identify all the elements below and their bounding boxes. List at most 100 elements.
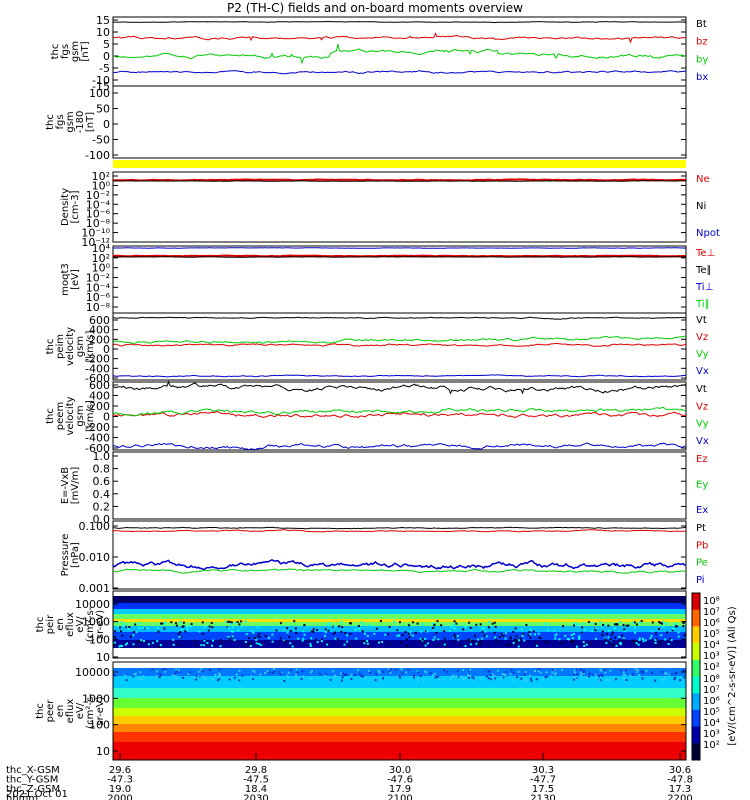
peir-speckle (514, 627, 517, 630)
x-row-label: thc_X-GSM (6, 765, 60, 776)
peir-speckle (421, 638, 424, 641)
peir-speckle (656, 644, 659, 647)
peir-speckle (332, 633, 335, 635)
peir-speckle (497, 641, 500, 643)
peer-speckle (350, 673, 353, 676)
peir-speckle (357, 625, 360, 627)
peer-speckle (574, 671, 577, 674)
peir-speckle (225, 620, 227, 623)
peer-speckle (505, 671, 507, 674)
peer-speckle (195, 678, 198, 681)
peer-speckle (539, 671, 542, 674)
peir-speckle (195, 643, 198, 646)
peir-speckle (248, 637, 251, 640)
peir-speckle (186, 626, 189, 629)
peer-speckle (538, 668, 541, 671)
peir-speckle (631, 621, 634, 624)
y-axis-label: [mV/m] (70, 467, 81, 505)
peer-speckle (609, 678, 612, 681)
peir-speckle (393, 620, 396, 623)
colorbar-segment (692, 609, 700, 627)
peer-speckle (216, 679, 219, 682)
peer-speckle (594, 674, 597, 677)
y-axis-label: fgs (55, 114, 66, 129)
peir-speckle (608, 629, 611, 632)
peir-speckle (424, 637, 427, 640)
peir-speckle (493, 631, 496, 634)
peir-speckle (206, 642, 209, 644)
x-row-label: thc_Z-GSM (6, 784, 60, 795)
x-tick-label: 18.4 (245, 784, 267, 795)
peer-band (113, 716, 686, 724)
peir-speckle (179, 631, 182, 634)
peir-band (113, 596, 686, 603)
peer-speckle (664, 676, 666, 679)
y-axis-label: velocity (65, 327, 76, 366)
peer-speckle (405, 671, 408, 674)
peir-speckle (255, 642, 258, 645)
peir-speckle (483, 634, 486, 637)
peir-speckle (288, 636, 291, 638)
peir-speckle (190, 623, 193, 625)
peir-speckle (638, 621, 641, 624)
peir-speckle (326, 628, 329, 631)
peer-speckle (622, 674, 625, 676)
peir-speckle (321, 638, 324, 641)
legend-Vx: Vx (696, 366, 709, 377)
peer-speckle (287, 671, 290, 674)
peir-speckle (198, 630, 201, 633)
peer-speckle (429, 672, 432, 675)
peir-speckle (297, 637, 300, 640)
peir-speckle (226, 620, 229, 623)
peir-speckle (426, 630, 429, 633)
peer-speckle (450, 678, 453, 681)
y-axis-label: eV/ (75, 702, 86, 719)
peir-speckle (128, 626, 131, 629)
y-axis-label: [nT] (80, 41, 91, 61)
peir-speckle (408, 624, 410, 627)
peir-speckle (302, 637, 305, 640)
y-tick-label: 0.0 (93, 513, 111, 526)
peer-speckle (176, 677, 179, 680)
peir-speckle (664, 638, 667, 641)
peir-speckle (423, 641, 426, 644)
peir-speckle (479, 623, 482, 626)
series-peem-Vx (112, 442, 687, 451)
x-tick-label: 2000 (107, 794, 132, 800)
peir-speckle (177, 633, 180, 635)
peir-speckle (208, 625, 211, 628)
peir-speckle (618, 636, 621, 638)
peir-speckle (609, 637, 612, 640)
peer-speckle (158, 676, 161, 679)
peir-speckle (475, 642, 478, 645)
peer-speckle (463, 677, 466, 680)
peir-speckle (328, 622, 331, 625)
peir-speckle (453, 624, 456, 627)
peir-speckle (566, 638, 569, 640)
peer-speckle (238, 679, 241, 682)
peir-speckle (411, 634, 414, 637)
peer-speckle (582, 672, 585, 675)
peir-speckle (440, 624, 443, 627)
y-axis-label: (cm²-s- (85, 693, 96, 729)
panel-frame (112, 16, 687, 87)
peir-speckle (407, 632, 410, 635)
peir-speckle (571, 637, 574, 640)
peir-speckle (366, 642, 369, 645)
peir-speckle (538, 636, 541, 639)
peer-speckle (433, 672, 436, 675)
peir-speckle (229, 638, 232, 641)
y-tick-label: -50 (92, 134, 110, 147)
peer-speckle (472, 677, 475, 680)
peer-speckle (382, 677, 384, 680)
peir-speckle (358, 627, 361, 630)
peir-speckle (412, 621, 414, 624)
peer-speckle (490, 678, 493, 681)
peer-speckle (124, 674, 127, 677)
peer-speckle (575, 678, 578, 681)
peir-speckle (362, 623, 365, 626)
peer-speckle (600, 673, 603, 676)
panel-frame (112, 85, 687, 159)
x-tick-label: 29.6 (109, 765, 131, 776)
peir-speckle (553, 629, 556, 632)
